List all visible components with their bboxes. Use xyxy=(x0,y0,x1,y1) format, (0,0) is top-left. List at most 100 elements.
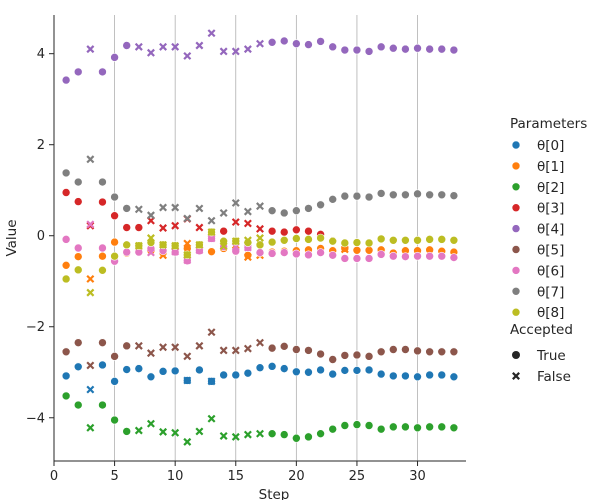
data-point-accepted xyxy=(437,347,447,357)
data-point-accepted xyxy=(122,341,132,351)
data-point-accepted xyxy=(61,188,71,197)
data-point-accepted xyxy=(376,424,386,434)
data-point-accepted xyxy=(279,36,289,46)
data-point-accepted xyxy=(267,249,277,258)
legend-marker xyxy=(511,245,521,254)
y-axis-label: Value xyxy=(4,219,20,256)
data-point-rejected xyxy=(86,274,95,283)
data-point-accepted xyxy=(449,423,459,433)
legend-label: True xyxy=(536,348,566,364)
data-point-rejected xyxy=(207,228,216,237)
data-point-accepted xyxy=(401,44,410,54)
data-point-rejected xyxy=(183,437,192,446)
data-point-rejected xyxy=(219,242,228,251)
data-point-accepted xyxy=(304,432,313,442)
data-point-rejected xyxy=(207,234,216,243)
data-point-accepted xyxy=(219,370,228,380)
data-point-accepted xyxy=(340,366,350,375)
data-point-rejected xyxy=(171,241,180,250)
data-point-accepted xyxy=(279,342,289,351)
data-point-rejected xyxy=(159,427,168,436)
data-point-rejected xyxy=(183,250,192,259)
data-point-rejected xyxy=(256,429,264,438)
data-point-accepted xyxy=(364,238,374,248)
legend-label: θ[7] xyxy=(537,284,564,300)
data-point-rejected xyxy=(231,218,240,227)
data-point-accepted xyxy=(195,365,204,375)
data-point-accepted xyxy=(122,247,132,257)
data-point-accepted xyxy=(413,43,422,53)
data-point-accepted xyxy=(316,200,325,210)
data-point-accepted xyxy=(316,248,325,257)
legend-marker xyxy=(511,286,521,296)
data-point-accepted xyxy=(255,363,265,373)
data-points xyxy=(61,29,459,446)
data-point-accepted xyxy=(413,235,422,245)
data-point-accepted xyxy=(146,372,156,382)
data-point-accepted xyxy=(437,370,447,380)
data-point-rejected xyxy=(195,204,204,213)
data-point-accepted xyxy=(267,206,277,215)
data-point-accepted xyxy=(292,234,301,243)
data-point-accepted xyxy=(279,364,289,373)
data-point-rejected xyxy=(219,47,228,56)
data-point-accepted xyxy=(328,424,338,434)
data-point-accepted xyxy=(73,265,83,275)
data-point-accepted xyxy=(352,191,362,201)
data-point-accepted xyxy=(207,247,216,256)
data-point-accepted xyxy=(279,235,289,245)
data-point-accepted xyxy=(449,372,459,382)
data-point-accepted xyxy=(376,234,386,244)
data-point-rejected xyxy=(171,247,180,256)
data-point-rejected xyxy=(146,48,155,57)
data-point-rejected xyxy=(159,343,168,352)
x-axis-label: Step xyxy=(259,487,290,500)
data-point-accepted xyxy=(292,39,301,48)
data-point-accepted xyxy=(304,235,313,244)
data-point-accepted xyxy=(304,346,313,355)
data-point-rejected xyxy=(243,219,252,228)
legend-marker-circle xyxy=(512,351,520,359)
legend-label: θ[6] xyxy=(537,263,564,279)
axes xyxy=(49,15,466,466)
data-point-rejected xyxy=(146,248,155,257)
data-point-accepted xyxy=(61,235,71,244)
data-point-rejected xyxy=(146,234,155,242)
data-point-accepted xyxy=(437,422,447,432)
data-point-accepted xyxy=(388,371,398,381)
data-point-accepted xyxy=(316,233,325,243)
data-point-rejected xyxy=(146,419,155,428)
data-point-accepted xyxy=(425,347,434,357)
data-point-accepted xyxy=(110,352,119,361)
data-point-rejected xyxy=(183,214,192,223)
data-point-accepted xyxy=(401,345,410,354)
data-point-accepted xyxy=(425,370,434,380)
data-point-accepted xyxy=(267,226,277,236)
data-point-rejected xyxy=(231,47,240,56)
data-point-accepted xyxy=(73,362,83,372)
data-point-rejected xyxy=(146,349,155,358)
data-point-accepted xyxy=(388,251,398,261)
data-point-accepted xyxy=(449,191,459,200)
legend-marker xyxy=(511,224,521,233)
data-point-rejected xyxy=(256,234,264,242)
data-point-accepted xyxy=(413,372,422,382)
data-point-accepted xyxy=(134,223,144,232)
y-tick-label: 0 xyxy=(37,229,45,244)
y-tick-label: 2 xyxy=(37,138,45,153)
data-point-rejected xyxy=(256,39,264,48)
legend-title-accepted: Accepted xyxy=(510,322,573,338)
data-point-accepted xyxy=(110,251,119,261)
data-point-accepted xyxy=(304,367,313,377)
data-point-accepted xyxy=(122,223,132,232)
legend-marker-x xyxy=(512,372,520,380)
data-point-rejected xyxy=(207,328,216,337)
data-point-rejected xyxy=(146,211,155,220)
data-point-rejected xyxy=(134,205,143,214)
data-point-accepted xyxy=(376,189,386,198)
x-tick-label: 25 xyxy=(349,469,366,484)
data-point-accepted xyxy=(304,204,313,213)
data-point-rejected xyxy=(171,343,180,352)
data-point-accepted xyxy=(110,415,119,425)
